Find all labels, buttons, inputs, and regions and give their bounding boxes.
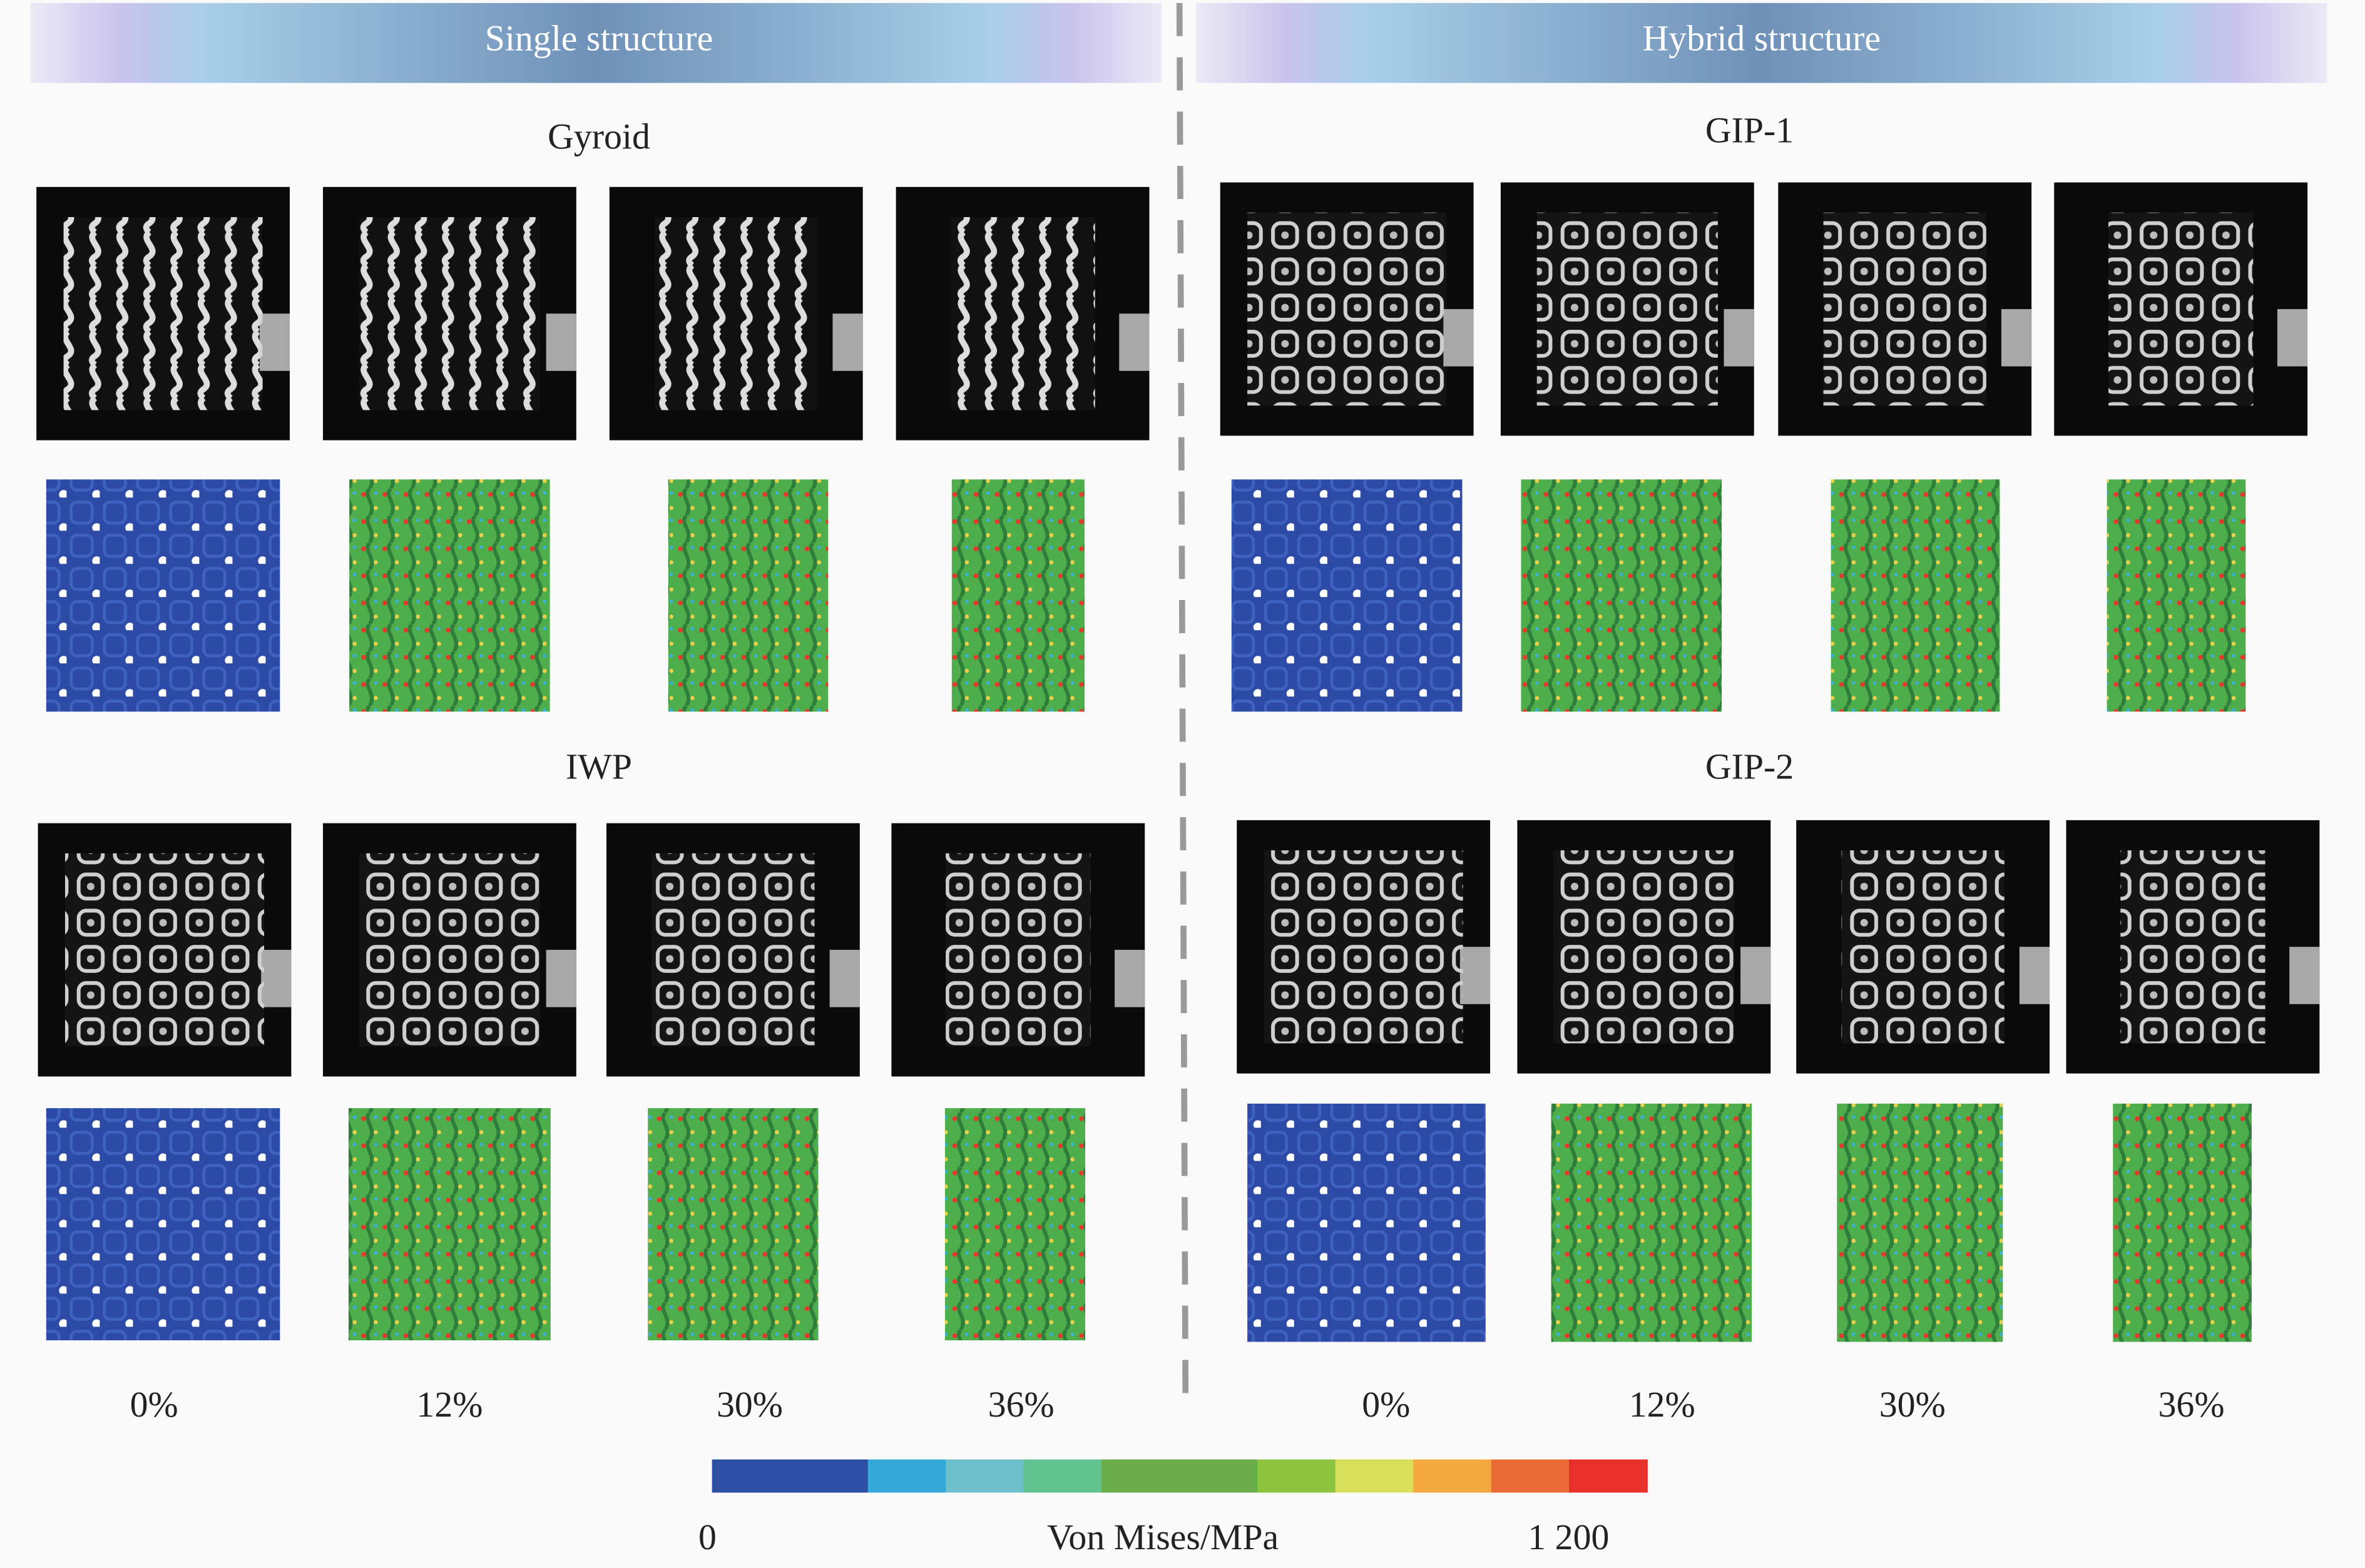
contour: [1837, 1103, 2003, 1342]
colorbar-segment: [1491, 1459, 1570, 1493]
contour: [1551, 1103, 1752, 1342]
photo-lattice: [2120, 850, 2265, 1044]
strain-label: 36%: [988, 1384, 1055, 1425]
photo-lattice: [359, 216, 541, 410]
strain-label: 12%: [1629, 1384, 1695, 1425]
photo-lattice: [655, 216, 818, 410]
colorbar-segment: [1023, 1459, 1103, 1493]
photo-lattice: [1247, 212, 1447, 406]
photo-lattice: [1823, 212, 1986, 406]
contour: [668, 479, 829, 712]
contour: [1831, 479, 2000, 712]
photo-clamp: [1115, 950, 1145, 1007]
colorbar-title: Von Mises/MPa: [1047, 1517, 1279, 1557]
contour: [1231, 479, 1463, 712]
header-left: Single structure: [485, 18, 713, 59]
photo-clamp: [829, 950, 860, 1007]
photo-lattice: [359, 853, 541, 1047]
header-right: Hybrid structure: [1642, 18, 1881, 59]
photo-lattice: [1264, 850, 1463, 1044]
panel-title: GIP-1: [1705, 110, 1794, 151]
photo-clamp: [261, 950, 292, 1007]
colorbar-segment: [1335, 1459, 1414, 1493]
photo-clamp: [832, 313, 863, 371]
contour: [1247, 1103, 1486, 1342]
photo-clamp: [2277, 308, 2308, 367]
photo-clamp: [1119, 313, 1150, 371]
photo-clamp: [2001, 308, 2032, 367]
colorbar-segment: [1569, 1459, 1648, 1493]
colorbar-min: 0: [698, 1517, 717, 1557]
photo-lattice: [1841, 850, 2005, 1044]
strain-label: 30%: [1879, 1384, 1946, 1425]
divider: [1176, 3, 1189, 1402]
panel-title: GIP-2: [1705, 746, 1794, 787]
strain-label: 12%: [416, 1384, 483, 1425]
photo-lattice: [950, 216, 1095, 410]
photo-lattice: [2108, 212, 2254, 406]
photo-lattice: [64, 853, 265, 1047]
panel-title: Gyroid: [548, 116, 650, 156]
colorbar-segment: [1179, 1459, 1259, 1493]
photo-lattice: [1536, 212, 1718, 406]
photo-lattice: [63, 216, 263, 410]
colorbar-segment: [1101, 1459, 1180, 1493]
photo-lattice: [1553, 850, 1735, 1044]
header-banner: [30, 3, 1162, 83]
photo-clamp: [1443, 308, 1474, 367]
photo-lattice: [651, 853, 815, 1047]
photo-clamp: [259, 313, 290, 371]
colorbar-segment: [867, 1459, 947, 1493]
panel-title: IWP: [566, 746, 632, 787]
contour: [951, 479, 1085, 712]
photo-clamp: [1740, 947, 1771, 1004]
colorbar-segment: [712, 1459, 791, 1493]
photo-clamp: [546, 313, 576, 371]
photo-clamp: [2289, 947, 2320, 1004]
photo-clamp: [2019, 947, 2050, 1004]
strain-label: 0%: [130, 1384, 178, 1425]
colorbar-segment: [790, 1459, 869, 1493]
photo-clamp: [1724, 308, 1754, 367]
contour: [2113, 1103, 2252, 1342]
photo-clamp: [546, 950, 576, 1007]
images: [36, 182, 2320, 1342]
contour: [944, 1108, 1086, 1341]
contour: [1521, 479, 1722, 712]
contour: [349, 479, 550, 712]
contour: [46, 479, 280, 712]
contour: [46, 1108, 280, 1341]
contour: [2107, 479, 2246, 712]
strain-label: 36%: [2158, 1384, 2225, 1425]
header-banner: [1196, 3, 2327, 83]
strain-label: 30%: [717, 1384, 783, 1425]
contour: [648, 1108, 819, 1341]
colorbar-max: 1 200: [1528, 1517, 1609, 1557]
colorbar-segment: [1257, 1459, 1336, 1493]
photo-clamp: [1459, 947, 1491, 1004]
colorbar-segment: [1413, 1459, 1492, 1493]
colorbar-segment: [946, 1459, 1024, 1493]
contour: [348, 1108, 551, 1341]
photo-lattice: [946, 853, 1091, 1047]
strain-label: 0%: [1362, 1384, 1410, 1425]
